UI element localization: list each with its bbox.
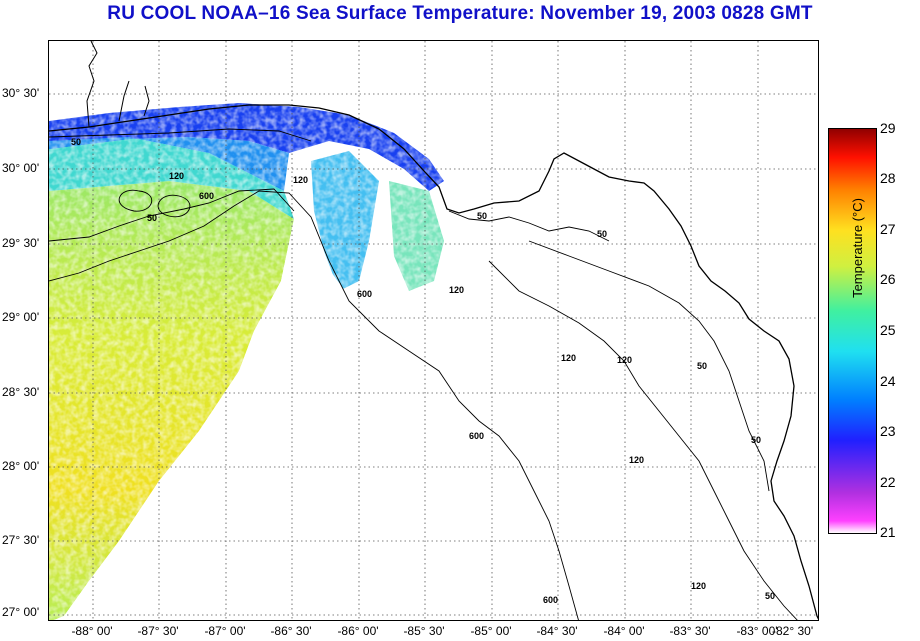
- longitude-label: -85° 00': [470, 624, 512, 638]
- latitude-label: 30° 30': [2, 86, 40, 100]
- contour-label: 600: [199, 191, 214, 201]
- longitude-label: -85° 30': [403, 624, 445, 638]
- latitude-label: 28° 00': [2, 459, 40, 473]
- contour-label: 120: [449, 285, 464, 295]
- cloud-mask: [54, 41, 818, 620]
- longitude-label: -84° 00': [603, 624, 645, 638]
- coastline: [49, 104, 818, 620]
- contour-label-group: 50 120 600 50 120 50 120 600 50 120 600 …: [71, 137, 775, 605]
- longitude-label: -83° 30': [669, 624, 711, 638]
- colorbar-tick-label: 24: [880, 373, 896, 389]
- colorbar-tick-label: 29: [880, 120, 896, 136]
- latitude-label: 27° 00': [2, 605, 40, 619]
- contour-label: 50: [751, 435, 761, 445]
- contour-label: 120: [629, 455, 644, 465]
- colorbar-axis-label: Temperature (°C): [850, 198, 865, 298]
- latitude-label: 28° 30': [2, 385, 40, 399]
- contour-label: 50: [71, 137, 81, 147]
- latitude-label: 27° 30': [2, 533, 40, 547]
- sst-map[interactable]: 50 120 600 50 120 50 120 600 50 120 600 …: [48, 40, 819, 621]
- contour-label: 120: [561, 353, 576, 363]
- colorbar-tick-label: 23: [880, 423, 896, 439]
- colorbar-tick-label: 27: [880, 221, 896, 237]
- longitude-label: -88° 00': [71, 624, 113, 638]
- contour-label: 120: [617, 355, 632, 365]
- longitude-label: -87° 30': [137, 624, 179, 638]
- contour-label: 120: [691, 581, 706, 591]
- contour-label: 50: [477, 211, 487, 221]
- longitude-label: -86° 30': [270, 624, 312, 638]
- colorbar-tick-label: 22: [880, 474, 896, 490]
- map-svg: 50 120 600 50 120 50 120 600 50 120 600 …: [49, 41, 818, 620]
- longitude-label: -84° 30': [536, 624, 578, 638]
- contour-label: 120: [169, 171, 184, 181]
- contour-label: 50: [147, 213, 157, 223]
- longitude-label: -87° 00': [204, 624, 246, 638]
- contour-label: 50: [765, 591, 775, 601]
- longitude-label: -83° 00': [736, 624, 778, 638]
- contour-label: 600: [543, 595, 558, 605]
- latitude-label: 30° 00': [2, 161, 40, 175]
- contour-label: 50: [597, 229, 607, 239]
- land-mask: [444, 41, 818, 329]
- colorbar-tick-label: 25: [880, 322, 896, 338]
- contour-label: 50: [697, 361, 707, 371]
- latitude-label: 29° 00': [2, 310, 40, 324]
- colorbar-tick-label: 26: [880, 271, 896, 287]
- longitude-label: -82° 30': [772, 624, 814, 638]
- contour-label: 600: [357, 289, 372, 299]
- contour-label: 600: [469, 431, 484, 441]
- colorbar-tick-label: 21: [880, 524, 896, 540]
- page-title: RU COOL NOAA–16 Sea Surface Temperature:…: [107, 3, 813, 24]
- contour-label: 120: [293, 175, 308, 185]
- temperature-colorbar: [828, 128, 877, 534]
- longitude-label: -86° 00': [337, 624, 379, 638]
- latitude-label: 29° 30': [2, 236, 40, 250]
- colorbar-tick-label: 28: [880, 170, 896, 186]
- bathymetry-contours: [49, 128, 798, 620]
- mobile-bay-coast: [86, 41, 150, 128]
